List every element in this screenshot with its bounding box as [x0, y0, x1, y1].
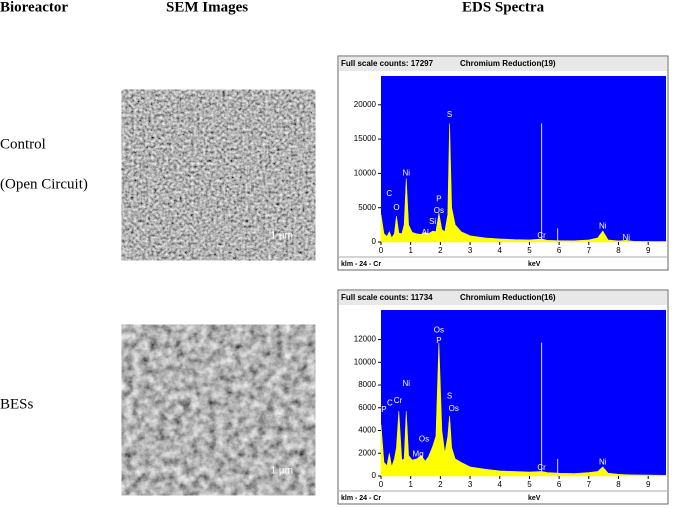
sem-image: [138, 339, 299, 481]
peak-label: Os: [434, 206, 444, 215]
scale-max: 186: [288, 331, 297, 337]
y-tick-label: 10000: [354, 169, 377, 178]
x-tick-label: 3: [468, 480, 473, 489]
x-tick-label: 2: [438, 480, 443, 489]
peak-label: P: [381, 405, 386, 414]
header: SEM Images: [166, 0, 248, 15]
peak-label: O: [393, 203, 399, 212]
scalebar-label: 1 µm: [271, 231, 293, 242]
x-tick-label: 1: [408, 246, 413, 255]
y-tick-label: 8000: [358, 380, 376, 389]
y-tick-label: 15000: [354, 134, 377, 143]
x-tick-label: 4: [498, 480, 503, 489]
spectrum-title: Chromium Reduction(16): [460, 293, 556, 302]
full-scale: Full scale counts: 11734: [341, 293, 433, 302]
x-tick-label: 8: [616, 480, 621, 489]
x-tick-label: 0: [379, 246, 384, 255]
scale-min: 34: [242, 96, 248, 102]
peak-label: Ni: [622, 233, 630, 242]
header: Bioreactor: [0, 0, 68, 15]
title-bar: [339, 57, 667, 71]
x-tick-label: 6: [557, 480, 562, 489]
sem-tag: Grey: [141, 95, 158, 104]
y-tick-label: 5000: [358, 203, 376, 212]
x-tick-label: 5: [527, 480, 532, 489]
y-tick-label: 4000: [358, 426, 376, 435]
x-tick-label: 1: [408, 480, 413, 489]
x-tick-label: 9: [646, 480, 651, 489]
x-tick-label: 7: [587, 480, 592, 489]
spectrum-title: Chromium Reduction(19): [460, 59, 556, 68]
gray-scale: [249, 95, 287, 103]
peak-label: Os: [434, 326, 444, 335]
peak-label: Ni: [599, 457, 607, 466]
peak-label: Si: [429, 217, 436, 226]
peak-label: Cr: [394, 396, 403, 405]
row-label: Control: [0, 136, 46, 152]
row-label: BESs: [0, 396, 34, 412]
peak-label: Ni: [402, 169, 410, 178]
footer: klm - 24 - Cr: [341, 261, 381, 268]
peak-label: P: [436, 336, 441, 345]
peak-label: Ni: [402, 379, 410, 388]
y-tick-label: 6000: [358, 403, 376, 412]
peak-label: P: [436, 195, 441, 204]
x-tick-label: 3: [468, 246, 473, 255]
title-bar: [339, 291, 667, 305]
peak-label: Ni: [599, 221, 607, 230]
x-tick-label: 7: [587, 246, 592, 255]
y-tick-label: 2000: [358, 448, 376, 457]
sem-tag: Grey: [141, 330, 158, 339]
header: EDS Spectra: [462, 0, 545, 15]
x-axis-label: keV: [528, 261, 541, 268]
x-tick-label: 5: [527, 246, 532, 255]
scale-max: 123: [288, 96, 297, 102]
y-tick-label: 10000: [354, 357, 377, 366]
x-tick-label: 8: [616, 246, 621, 255]
peak-label: S: [447, 392, 452, 401]
peak-label: Mg: [413, 450, 424, 459]
peak-label: Al: [422, 228, 429, 237]
x-axis-label: keV: [528, 495, 541, 502]
sem-image: [138, 104, 299, 246]
peak-label: Cr: [537, 231, 546, 240]
footer: klm - 24 - Cr: [341, 495, 381, 502]
peak-label: Os: [419, 435, 429, 444]
y-tick-label: 0: [372, 237, 377, 246]
full-scale: Full scale counts: 17297: [341, 59, 434, 68]
peak-label: S: [447, 110, 452, 119]
y-tick-label: 20000: [354, 100, 377, 109]
gray-scale: [249, 330, 287, 338]
x-tick-label: 2: [438, 246, 443, 255]
x-tick-label: 0: [379, 480, 384, 489]
y-tick-label: 0: [372, 471, 377, 480]
row-label: (Open Circuit): [0, 176, 88, 192]
x-tick-label: 6: [557, 246, 562, 255]
spectrum-area: [380, 123, 667, 243]
peak-label: Os: [449, 404, 459, 413]
peak-label: Cr: [537, 463, 546, 472]
spectrum-area: [380, 342, 667, 477]
y-tick-label: 12000: [354, 335, 377, 344]
scalebar-label: 1 µm: [271, 466, 293, 477]
plot-area: [381, 76, 666, 242]
peak-label: C: [386, 189, 392, 198]
plot-area: [381, 310, 666, 476]
x-tick-label: 4: [498, 246, 503, 255]
scale-min: 57: [242, 331, 248, 337]
x-tick-label: 9: [646, 246, 651, 255]
peak-label: C: [387, 398, 393, 407]
